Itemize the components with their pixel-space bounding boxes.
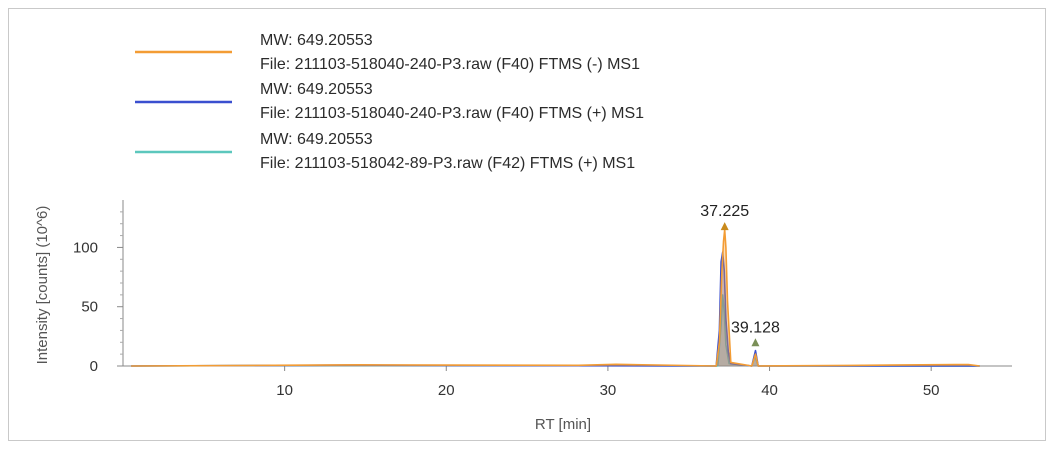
x-ticks: 10 20 30 40 50 (276, 366, 940, 399)
legend-mw-1: MW: 649.20553 (260, 32, 373, 49)
y-tick-label: 100 (73, 239, 98, 256)
peak-marker (751, 338, 760, 347)
series-layer (131, 228, 980, 367)
x-tick-label: 50 (923, 382, 940, 399)
legend-entry-1: MW: 649.20553 File: 211103-518040-240-P3… (135, 32, 640, 73)
x-axis-title: RT [min] (535, 416, 591, 433)
x-tick-label: 40 (761, 382, 778, 399)
peak-annotations: 37.225 39.128 (700, 203, 780, 347)
x-tick-label: 10 (276, 382, 293, 399)
series-line-3 (131, 294, 980, 367)
series-line-1 (131, 228, 980, 367)
y-axis-title: Intensity [counts] (10^6) (34, 206, 51, 365)
legend-mw-2: MW: 649.20553 (260, 81, 373, 98)
chart-frame (8, 8, 1046, 441)
legend-entry-3: MW: 649.20553 File: 211103-518042-89-P3.… (135, 131, 635, 172)
peak-label: 39.128 (731, 319, 780, 336)
legend: MW: 649.20553 File: 211103-518040-240-P3… (135, 32, 644, 172)
y-tick-label: 0 (90, 358, 98, 375)
legend-mw-3: MW: 649.20553 (260, 131, 373, 148)
legend-file-1: File: 211103-518040-240-P3.raw (F40) FTM… (260, 56, 640, 73)
series-line-2 (131, 251, 980, 367)
y-ticks: 0 50 100 (73, 211, 123, 375)
y-tick-label: 50 (81, 299, 98, 316)
peak-marker (720, 222, 729, 231)
peak-label: 37.225 (700, 203, 749, 220)
legend-file-2: File: 211103-518040-240-P3.raw (F40) FTM… (260, 105, 644, 122)
legend-file-3: File: 211103-518042-89-P3.raw (F42) FTMS… (260, 155, 635, 172)
x-tick-label: 20 (438, 382, 455, 399)
legend-entry-2: MW: 649.20553 File: 211103-518040-240-P3… (135, 81, 644, 122)
axes: 0 50 100 10 20 30 40 50 (73, 200, 1012, 399)
x-tick-label: 30 (600, 382, 617, 399)
